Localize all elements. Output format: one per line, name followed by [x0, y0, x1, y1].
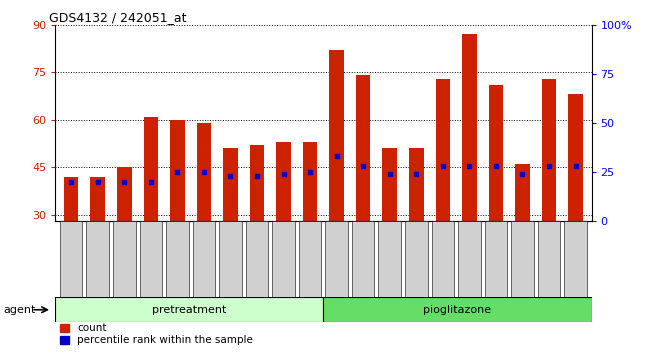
Bar	[462, 34, 476, 221]
Bar	[60, 221, 83, 301]
Bar	[90, 177, 105, 221]
Bar	[515, 164, 530, 221]
Bar	[330, 50, 344, 221]
Bar	[382, 148, 397, 221]
Bar	[55, 297, 324, 322]
Bar	[246, 221, 268, 301]
Bar	[86, 221, 109, 301]
Bar	[324, 297, 592, 322]
Bar	[166, 221, 188, 301]
Bar	[352, 221, 374, 301]
Bar	[170, 120, 185, 221]
Legend: count, percentile rank within the sample: count, percentile rank within the sample	[60, 323, 253, 345]
Bar	[303, 142, 317, 221]
Bar	[378, 221, 401, 301]
Bar	[436, 79, 450, 221]
Text: pretreatment: pretreatment	[152, 305, 226, 315]
Bar	[541, 79, 556, 221]
Bar	[489, 85, 503, 221]
Bar	[272, 221, 295, 301]
Bar	[219, 221, 242, 301]
Bar	[458, 221, 480, 301]
Bar	[538, 221, 560, 301]
Text: agent: agent	[3, 305, 36, 315]
Bar	[276, 142, 291, 221]
Bar	[409, 148, 424, 221]
Bar	[299, 221, 321, 301]
Bar	[113, 221, 136, 301]
Bar	[117, 167, 131, 221]
Bar	[485, 221, 507, 301]
Bar	[326, 221, 348, 301]
Bar	[564, 221, 587, 301]
Bar	[432, 221, 454, 301]
Bar	[356, 75, 370, 221]
Bar	[223, 148, 238, 221]
Bar	[250, 145, 265, 221]
Bar	[196, 123, 211, 221]
Text: pioglitazone: pioglitazone	[423, 305, 491, 315]
Bar	[140, 221, 162, 301]
Bar	[568, 95, 583, 221]
Bar	[64, 177, 79, 221]
Bar	[405, 221, 428, 301]
Bar	[192, 221, 215, 301]
Bar	[144, 117, 158, 221]
Text: GDS4132 / 242051_at: GDS4132 / 242051_at	[49, 11, 187, 24]
Bar	[511, 221, 534, 301]
